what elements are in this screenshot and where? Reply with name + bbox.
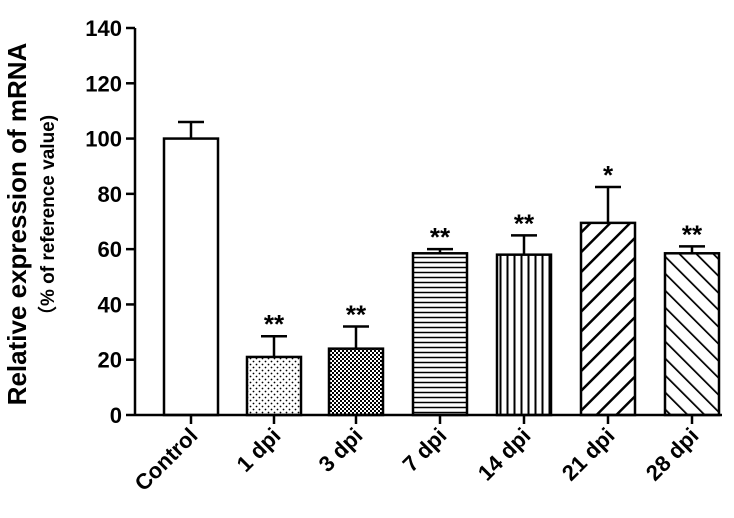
significance-label: **: [346, 300, 367, 330]
y-tick-label: 100: [85, 127, 122, 152]
significance-label: **: [514, 208, 535, 238]
x-tick-label: 21 dpi: [557, 423, 620, 486]
y-axis-title-group: Relative expression of mRNA （% of refere…: [2, 42, 59, 405]
x-tick-label: 1 dpi: [232, 423, 286, 477]
bar: [579, 221, 637, 417]
x-tick-label: 3 dpi: [314, 423, 368, 477]
y-tick-label: 40: [98, 292, 122, 317]
x-tick-label: Control: [130, 423, 203, 496]
bar: [245, 355, 303, 417]
y-tick-label: 0: [110, 403, 122, 428]
significance-label: **: [264, 309, 285, 339]
significance-label: *: [603, 160, 614, 190]
bars: ** **** *****: [162, 120, 721, 417]
significance-label: **: [682, 219, 703, 249]
bar: [162, 137, 220, 417]
bar: [663, 252, 721, 417]
x-axis: Control 1 dpi 3 dpi 7 dpi 14 dpi 21 dpi 28 dpi: [130, 413, 722, 496]
x-tick-label: 28 dpi: [641, 423, 704, 486]
bar: [327, 347, 385, 417]
y-tick-label: 120: [85, 71, 122, 96]
y-axis-title: Relative expression of mRNA: [2, 42, 32, 405]
y-tick-label: 20: [98, 348, 122, 373]
x-tick-label: 7 dpi: [398, 423, 452, 477]
y-tick-label: 80: [98, 182, 122, 207]
y-axis-subtitle: （% of reference value): [36, 115, 59, 325]
y-axis: 0 20 40 60 80 100 120 140: [85, 16, 137, 428]
y-tick-label: 60: [98, 237, 122, 262]
y-tick-label: 140: [85, 16, 122, 41]
x-tick-label: 14 dpi: [473, 423, 536, 486]
bar: [411, 252, 469, 417]
bar: [495, 253, 553, 417]
significance-label: **: [430, 222, 451, 252]
